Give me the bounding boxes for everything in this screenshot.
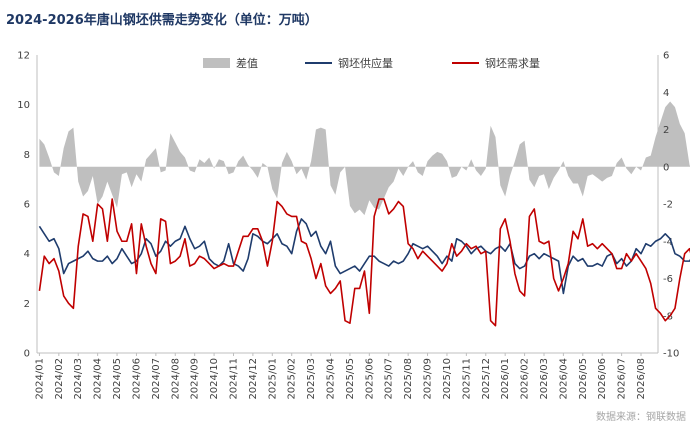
legend: 差值 钢坯供应量 钢坯需求量 [203, 56, 540, 70]
right-tick-label: -2 [663, 200, 673, 211]
right-tick-label: 0 [663, 162, 669, 173]
x-tick-label: 2026/01 [500, 358, 511, 400]
x-tick-label: 2024/02 [54, 358, 65, 400]
x-tick-label: 2025/08 [403, 358, 414, 400]
x-tick-label: 2026/06 [597, 358, 608, 400]
x-tick-label: 2024/05 [112, 358, 123, 400]
difference-area-shape [39, 101, 690, 216]
demand-line [38, 198, 690, 327]
x-tick-label: 2026/02 [520, 358, 531, 400]
left-tick-label: 4 [24, 249, 30, 260]
right-tick-label: -4 [663, 237, 673, 248]
x-tick-label: 2025/01 [267, 358, 278, 400]
x-tick-label: 2026/04 [558, 358, 569, 400]
right-tick-label: 2 [663, 125, 669, 136]
legend-swatch-difference [203, 58, 230, 68]
legend-label: 钢坯需求量 [485, 57, 540, 70]
x-tick-label: 2025/04 [326, 358, 337, 400]
x-tick-label: 2026/07 [617, 358, 628, 400]
left-tick-label: 6 [24, 200, 30, 211]
right-tick-label: -10 [663, 349, 679, 360]
left-tick-label: 12 [17, 51, 30, 62]
x-tick-label: 2024/06 [131, 358, 142, 400]
x-tick-label: 2026/03 [539, 358, 550, 400]
x-tick-label: 2025/03 [306, 358, 317, 400]
x-tick-label: 2025/05 [345, 358, 356, 400]
difference-area [39, 101, 690, 216]
source-note: 数据来源：钢联数据 [596, 410, 686, 423]
x-tick-label: 2025/12 [481, 358, 492, 400]
x-tick-label: 2025/07 [384, 358, 395, 400]
right-tick-label: -6 [663, 274, 673, 285]
x-tick-label: 2025/11 [461, 358, 472, 400]
x-tick-label: 2024/07 [151, 358, 162, 400]
legend-label: 差值 [236, 56, 258, 70]
x-tick-label: 2026/08 [636, 358, 647, 400]
axes: 0 2 4 6 8 10 12 -10 -8 -6 -4 -2 0 2 4 6 2024/01 2024/02 20… [17, 51, 679, 400]
series-lines [38, 198, 690, 327]
x-tick-label: 2024/12 [248, 358, 259, 400]
left-tick-label: 2 [24, 299, 30, 310]
left-tick-label: 0 [24, 349, 30, 360]
right-tick-label: 4 [663, 88, 669, 99]
supply-line [38, 218, 690, 295]
x-tick-label: 2024/11 [228, 358, 239, 400]
x-tick-label: 2024/04 [93, 358, 104, 400]
x-tick-label: 2025/02 [287, 358, 298, 400]
chart-title: 2024-2026年唐山钢坯供需走势变化（单位：万吨） [6, 12, 318, 28]
x-tick-label: 2024/08 [170, 358, 181, 400]
x-tick-label: 2024/03 [73, 358, 84, 400]
left-tick-label: 8 [24, 150, 30, 161]
left-tick-label: 10 [17, 100, 30, 111]
x-tick-label: 2026/05 [578, 358, 589, 400]
right-tick-label: 6 [663, 51, 669, 62]
x-tick-label: 2024/01 [34, 358, 45, 400]
legend-label: 钢坯供应量 [338, 56, 393, 70]
right-tick-label: -8 [663, 311, 673, 322]
x-tick-label: 2024/09 [190, 358, 201, 400]
x-tick-label: 2025/10 [442, 358, 453, 400]
x-tick-label: 2024/10 [209, 358, 220, 400]
x-tick-label: 2025/06 [364, 358, 375, 400]
x-tick-label: 2025/09 [423, 358, 434, 400]
